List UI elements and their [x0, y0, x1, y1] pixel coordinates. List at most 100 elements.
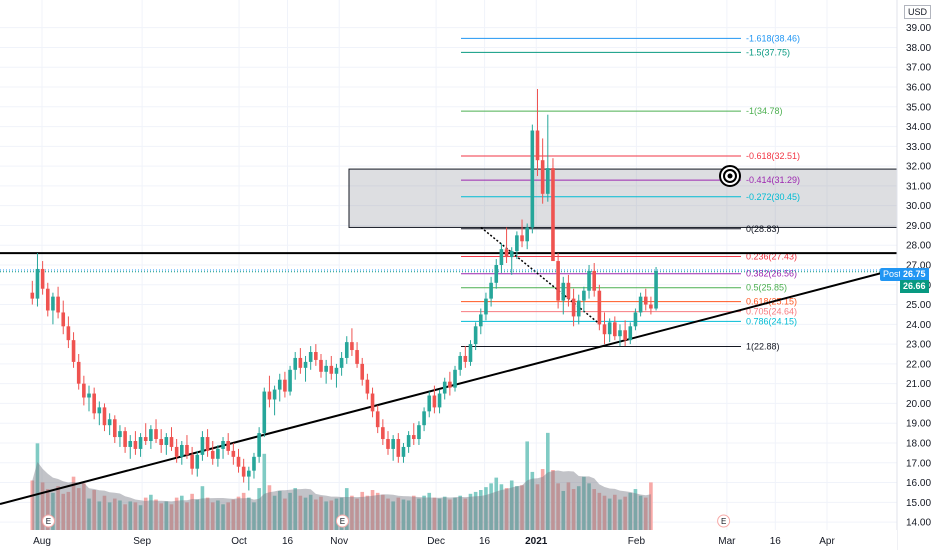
- price-tick-label: 25.00: [906, 300, 931, 311]
- volume-bar: [468, 493, 473, 530]
- volume-bar: [386, 498, 390, 530]
- price-tick-label: 16.00: [906, 478, 931, 489]
- volume-bar: [453, 497, 457, 530]
- candle-body: [35, 268, 40, 299]
- volume-bar: [277, 490, 282, 530]
- volume-bar: [427, 492, 432, 530]
- volume-bar: [618, 499, 622, 530]
- volume-bar: [540, 469, 545, 530]
- price-tick-label: 28.00: [906, 241, 931, 252]
- volume-bar: [200, 486, 205, 530]
- candlestick-series: [30, 88, 658, 491]
- volume-bar: [221, 504, 225, 530]
- fib-level-label: -1.618(38.46): [746, 33, 800, 43]
- candle-body: [618, 330, 622, 337]
- volume-bar: [128, 501, 133, 530]
- price-tick-label: 18.00: [906, 438, 931, 449]
- time-tick-label: Feb: [628, 536, 646, 547]
- volume-bar: [138, 505, 143, 530]
- candle-body: [112, 419, 117, 438]
- volume-bar: [448, 499, 452, 530]
- volume-bar: [556, 483, 560, 530]
- candle-body: [643, 296, 648, 305]
- volume-bar: [422, 495, 426, 530]
- candle-body: [257, 433, 261, 457]
- earnings-label: E: [340, 517, 345, 526]
- volume-bar: [324, 501, 328, 530]
- candle-body: [458, 355, 462, 370]
- volume-bar: [231, 499, 236, 530]
- volume-bar: [102, 495, 107, 530]
- earnings-icon: [717, 514, 731, 528]
- candle-body: [504, 249, 509, 258]
- volume-bar: [365, 495, 370, 530]
- volume-bar: [71, 476, 76, 530]
- volume-bar: [159, 503, 163, 530]
- candle-body: [190, 454, 194, 469]
- candle-body: [293, 357, 298, 370]
- supply-zone-rectangle[interactable]: [348, 168, 898, 228]
- post-market-price-badge: 26.75: [900, 268, 929, 281]
- volume-bar: [107, 502, 112, 530]
- price-tick-label: 17.00: [906, 458, 931, 469]
- candle-body: [556, 261, 560, 301]
- post-market-label-badge: Post: [880, 268, 905, 281]
- candle-body: [437, 393, 442, 408]
- volume-bar: [582, 476, 586, 530]
- price-tick-label: 31.00: [906, 181, 931, 192]
- candle-body: [71, 340, 76, 362]
- currency-label[interactable]: USD: [904, 5, 932, 19]
- candle-body: [314, 352, 318, 360]
- volume-bar: [293, 488, 298, 530]
- volume-bar: [638, 495, 643, 530]
- volume-bar: [344, 488, 349, 530]
- candle-body: [210, 450, 215, 459]
- candle-body: [396, 439, 401, 457]
- volume-bar: [319, 496, 323, 530]
- candle-body: [66, 326, 71, 341]
- price-tick-label: 27.00: [906, 261, 931, 272]
- candle-body: [138, 437, 143, 449]
- volume-bar: [437, 498, 442, 530]
- fib-level-label: -1(34.78): [746, 106, 783, 116]
- candle-body: [283, 379, 287, 392]
- volume-bar: [40, 482, 45, 530]
- candle-body: [607, 322, 612, 335]
- price-tick-label: 33.00: [906, 142, 931, 153]
- target-icon[interactable]: [719, 165, 741, 187]
- volume-bar: [283, 498, 287, 530]
- candle-body: [247, 470, 251, 477]
- candle-body: [633, 312, 638, 327]
- candle-body: [427, 395, 432, 412]
- volume-bar: [174, 497, 179, 530]
- candle-body: [236, 456, 241, 467]
- fib-level-label: 0.5(25.85): [746, 283, 787, 293]
- earnings-icon: [41, 514, 55, 528]
- candle-body: [473, 326, 478, 345]
- candle-body: [308, 352, 313, 362]
- candle-body: [453, 369, 457, 388]
- candle-body: [566, 282, 571, 299]
- candle-body: [216, 448, 220, 459]
- chart-grid: [0, 0, 897, 530]
- volume-bar: [123, 504, 127, 530]
- volume-bar: [35, 443, 40, 530]
- candle-body: [587, 270, 591, 291]
- candle-body: [154, 429, 158, 440]
- candle-body: [350, 342, 354, 351]
- candle-body: [221, 441, 225, 449]
- candle-body: [231, 450, 236, 457]
- candle-body: [411, 435, 416, 440]
- time-axis[interactable]: Aug Sep Oct 16 Nov Dec 16 2021 Feb Mar 16 Apr: [0, 530, 897, 550]
- candle-body: [205, 437, 210, 451]
- time-tick-label: 16: [479, 536, 491, 547]
- volume-bar: [303, 497, 308, 530]
- candle-body: [546, 168, 550, 194]
- volume-bar: [381, 494, 385, 530]
- time-tick-label: Sep: [133, 536, 151, 547]
- volume-bar: [30, 480, 35, 530]
- volume-bar: [339, 497, 344, 530]
- volume-bar: [473, 491, 478, 530]
- volume-bar: [51, 492, 55, 530]
